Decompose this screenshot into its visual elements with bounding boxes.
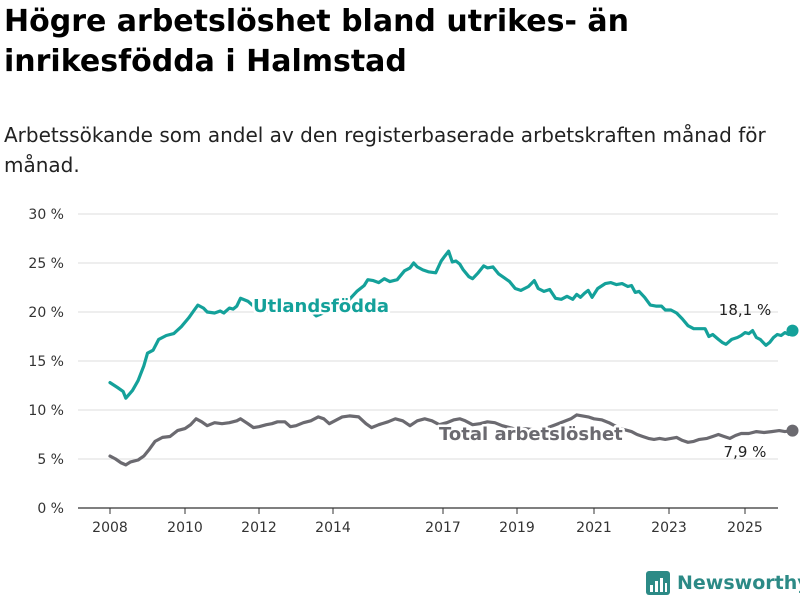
grid-lines (78, 213, 778, 509)
y-axis-labels: 0 % 5 % 10 % 15 % 20 % 25 % 30 % (28, 207, 64, 517)
y-tick-label: 15 % (28, 354, 64, 370)
series-line-utlandsfodda (108, 249, 795, 400)
x-tick-label: 2021 (576, 520, 612, 536)
x-tick-label: 2025 (727, 520, 763, 536)
end-point-total (786, 424, 799, 437)
x-tick-label: 2008 (92, 520, 128, 536)
series-line-total (108, 413, 795, 467)
x-tick-label: 2017 (425, 520, 461, 536)
brand-name: Newsworthy (677, 572, 800, 594)
end-value-utlandsfodda: 18,1 % (719, 301, 771, 319)
brand-logo: Newsworthy (645, 568, 800, 598)
newsworthy-logo-icon (646, 571, 670, 595)
x-tick-label: 2014 (315, 520, 351, 536)
x-tick-label: 2012 (241, 520, 277, 536)
y-tick-label: 10 % (28, 403, 64, 419)
y-tick-label: 5 % (37, 452, 64, 468)
chart-title: Högre arbetslöshet bland utrikes- än inr… (4, 4, 629, 79)
end-value-total: 7,9 % (724, 443, 767, 461)
series-name-total: Total arbetslöshet (439, 424, 623, 445)
y-tick-label: 0 % (37, 501, 64, 517)
x-tick-label: 2019 (499, 520, 535, 536)
chart-subtitle: Arbetssökande som andel av den registerb… (4, 123, 766, 177)
series-name-utlandsfodda: Utlandsfödda (253, 296, 389, 317)
x-tick-label: 2010 (167, 520, 203, 536)
y-tick-label: 25 % (28, 256, 64, 272)
y-tick-label: 20 % (28, 305, 64, 321)
x-axis: 2008 2010 2012 2014 2017 2019 2021 2023 2025 (92, 508, 763, 536)
y-tick-label: 30 % (28, 207, 64, 223)
end-point-utlandsfodda (786, 324, 799, 337)
series-labels: Utlandsfödda Total arbetslöshet 18,1 % 7,9 … (251, 294, 772, 462)
series-lines (108, 249, 799, 467)
x-tick-label: 2023 (651, 520, 687, 536)
